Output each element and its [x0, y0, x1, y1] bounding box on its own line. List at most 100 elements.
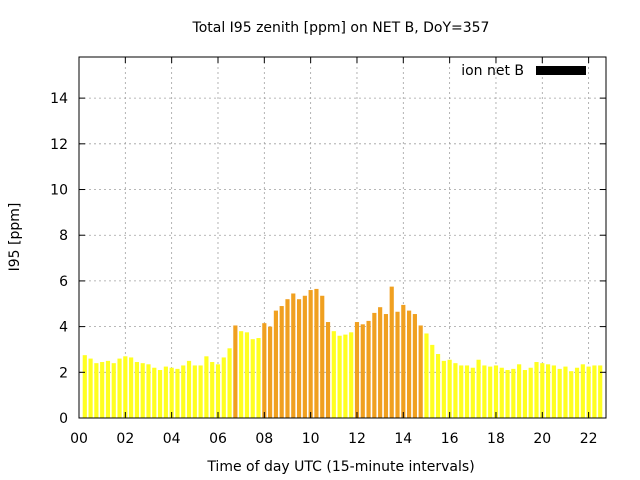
x-tick-label: 14: [394, 431, 412, 447]
bar: [505, 370, 510, 418]
bar: [557, 368, 562, 418]
bar: [424, 333, 429, 418]
legend-label: ion net B: [461, 63, 524, 79]
bar: [181, 365, 186, 418]
x-tick-label: 12: [348, 431, 366, 447]
bar: [598, 365, 603, 418]
bar: [250, 339, 255, 418]
bar: [592, 365, 597, 418]
bar: [291, 293, 296, 418]
bar: [343, 334, 348, 418]
x-tick-label: 04: [163, 431, 181, 447]
x-tick-label: 02: [116, 431, 134, 447]
bar: [349, 332, 354, 418]
bar: [580, 364, 585, 418]
bar: [459, 365, 464, 418]
x-axis-ticks: 00 02 04 06 08 10 12 14 16 18 20 22: [70, 57, 598, 447]
bar: [372, 312, 377, 418]
bar: [233, 325, 238, 418]
bar: [100, 362, 105, 418]
bar: [227, 348, 232, 418]
bar: [296, 299, 302, 418]
bar: [441, 360, 446, 418]
bar: [389, 286, 394, 418]
bar: [273, 310, 278, 418]
legend: ion net B: [461, 63, 586, 79]
bar: [129, 357, 134, 418]
grid-lines: [79, 57, 606, 418]
bar: [111, 363, 116, 418]
bar: [314, 288, 319, 418]
y-tick-label: 12: [50, 137, 68, 153]
bar: [192, 365, 197, 418]
x-tick-label: 22: [580, 431, 598, 447]
bar: [210, 362, 215, 418]
bar: [82, 355, 87, 418]
bar: [464, 365, 470, 418]
bar: [563, 366, 568, 418]
bar: [256, 338, 261, 418]
bar: [360, 324, 365, 418]
plot-frame: [78, 56, 607, 419]
bar: [551, 365, 556, 418]
bar: [470, 367, 475, 418]
bar: [285, 299, 290, 418]
x-axis-label: Time of day UTC (15-minute intervals): [206, 459, 474, 475]
bar: [476, 359, 481, 418]
bar: [534, 362, 539, 418]
bar: [499, 367, 504, 418]
bar: [198, 365, 203, 418]
bar: [337, 335, 342, 418]
y-tick-label: 0: [59, 411, 68, 427]
x-tick-label: 06: [209, 431, 227, 447]
bar: [302, 295, 307, 418]
y-tick-label: 8: [59, 228, 68, 244]
bar: [528, 367, 533, 418]
bar: [239, 331, 244, 418]
bar: [244, 332, 250, 418]
y-tick-label: 4: [59, 320, 68, 336]
bar: [546, 364, 551, 418]
bar: [540, 363, 545, 418]
bar: [117, 358, 122, 418]
bar: [447, 359, 452, 418]
bar: [574, 367, 580, 418]
bar: [320, 295, 325, 418]
bar: [186, 360, 192, 418]
x-tick-label: 16: [441, 431, 459, 447]
y-tick-label: 10: [50, 183, 68, 199]
bar: [88, 358, 93, 418]
bar: [418, 325, 423, 418]
bar: [354, 322, 360, 418]
x-tick-label: 20: [533, 431, 551, 447]
bar: [395, 311, 400, 418]
y-tick-label: 14: [50, 91, 68, 107]
x-tick-label: 10: [302, 431, 320, 447]
bar: [204, 356, 209, 418]
bar: [522, 370, 528, 418]
legend-swatch: [536, 66, 586, 75]
bar: [488, 366, 493, 418]
bar: [378, 307, 383, 418]
bar: [215, 364, 221, 418]
bar: [157, 370, 163, 418]
bar-series: [82, 286, 603, 418]
bar: [279, 306, 284, 418]
bar: [511, 368, 516, 418]
bar: [146, 364, 151, 418]
bar: [325, 322, 331, 418]
bar: [493, 365, 499, 418]
bar: [94, 363, 99, 418]
bar: [169, 367, 174, 418]
bar: [134, 362, 139, 418]
y-axis-ticks: 0 2 4 6 8 10 12 14: [50, 91, 606, 427]
bar: [308, 290, 313, 418]
bar: [586, 366, 591, 418]
bar: [105, 360, 111, 418]
bar: [412, 314, 417, 418]
bar: [517, 364, 522, 418]
y-axis-label: I95 [ppm]: [7, 203, 23, 272]
bar: [140, 363, 145, 418]
bar: [366, 320, 371, 418]
